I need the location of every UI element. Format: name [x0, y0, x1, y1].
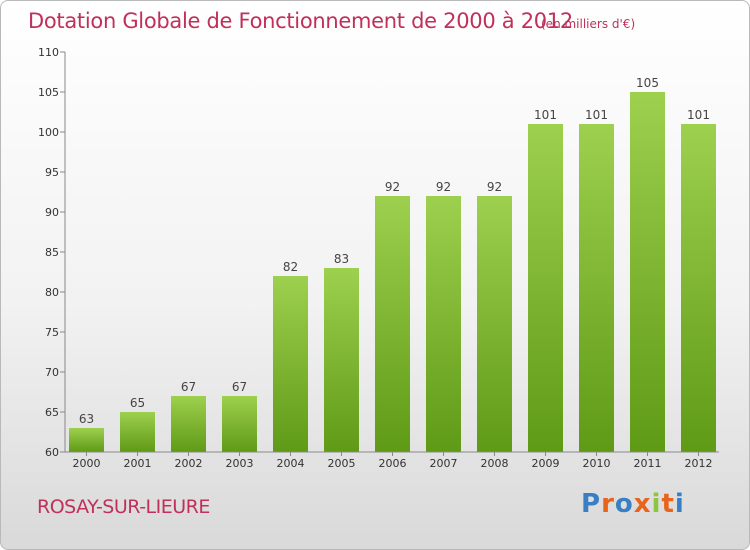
logo-letter: o: [614, 489, 634, 519]
data-label-2002: 67: [181, 380, 196, 394]
logo-letter: t: [661, 489, 675, 519]
data-label-2004: 82: [283, 260, 298, 274]
y-tick-label-75: 75: [45, 326, 59, 339]
bar-2012: [681, 124, 716, 452]
x-tick-label-2002: 2002: [175, 457, 203, 470]
x-tick-label-2009: 2009: [532, 457, 560, 470]
bar-2006: [375, 196, 410, 452]
bar-2005: [324, 268, 359, 452]
data-label-2009: 101: [534, 108, 557, 122]
logo-letter: x: [633, 489, 652, 519]
data-label-2008: 92: [487, 180, 502, 194]
data-label-2001: 65: [130, 396, 145, 410]
data-label-2011: 105: [636, 76, 659, 90]
bar-2011: [630, 92, 665, 452]
data-label-2007: 92: [436, 180, 451, 194]
logo-letter: i: [674, 489, 685, 519]
chart-subtitle: (en milliers d'€): [541, 17, 636, 31]
x-tick-label-2007: 2007: [430, 457, 458, 470]
logo-letter: i: [651, 489, 662, 519]
x-tick-label-2008: 2008: [481, 457, 509, 470]
x-tick-label-2012: 2012: [685, 457, 713, 470]
x-tick-label-2003: 2003: [226, 457, 254, 470]
data-label-2005: 83: [334, 252, 349, 266]
data-label-2010: 101: [585, 108, 608, 122]
proxiti-logo[interactable]: Proxiti: [581, 489, 685, 519]
x-tick-label-2005: 2005: [328, 457, 356, 470]
x-tick-label-2000: 2000: [73, 457, 101, 470]
y-tick-label-95: 95: [45, 166, 59, 179]
chart-title: Dotation Globale de Fonctionnement de 20…: [28, 9, 573, 33]
bar-2007: [426, 196, 461, 452]
bar-2001: [120, 412, 155, 452]
x-tick-label-2011: 2011: [634, 457, 662, 470]
bars-group: 63 65 67 67 82 83 92 92 92 101 101 105 101: [69, 76, 716, 452]
logo-letter: r: [601, 489, 615, 519]
y-tick-label-80: 80: [45, 286, 59, 299]
y-tick-label-65: 65: [45, 406, 59, 419]
x-tick-label-2006: 2006: [379, 457, 407, 470]
y-tick-label-60: 60: [45, 446, 59, 459]
bar-2002: [171, 396, 206, 452]
bar-2010: [579, 124, 614, 452]
y-tick-label-110: 110: [38, 46, 59, 59]
data-label-2003: 67: [232, 380, 247, 394]
y-tick-label-90: 90: [45, 206, 59, 219]
y-tick-label-100: 100: [38, 126, 59, 139]
y-tick-label-70: 70: [45, 366, 59, 379]
y-tick-label-105: 105: [38, 86, 59, 99]
bar-2003: [222, 396, 257, 452]
x-tick-label-2004: 2004: [277, 457, 305, 470]
y-tick-label-85: 85: [45, 246, 59, 259]
commune-name: ROSAY-SUR-LIEURE: [37, 496, 210, 518]
bar-2000: [69, 428, 104, 452]
data-label-2006: 92: [385, 180, 400, 194]
logo-letter: P: [581, 489, 602, 519]
x-tick-label-2001: 2001: [124, 457, 152, 470]
data-label-2012: 101: [687, 108, 710, 122]
axes-group: 2000 2001 2002 2003 2004 2005 2006 2007 2008 2009…: [38, 46, 719, 470]
bar-2009: [528, 124, 563, 452]
bar-2008: [477, 196, 512, 452]
bar-2004: [273, 276, 308, 452]
data-label-2000: 63: [79, 412, 94, 426]
x-tick-label-2010: 2010: [583, 457, 611, 470]
